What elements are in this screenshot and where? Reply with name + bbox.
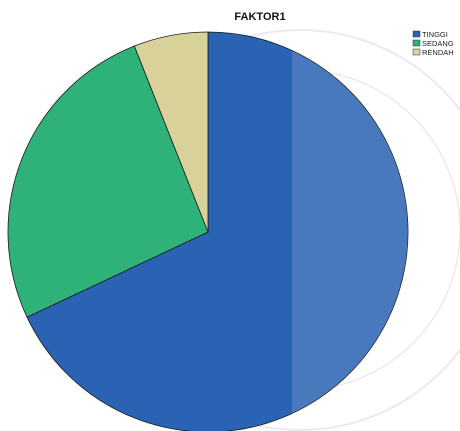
chart-title: FAKTOR1 (234, 11, 285, 23)
shading-band (292, 32, 408, 431)
legend-swatch-sedang (412, 39, 421, 47)
pie-slice-sedang (7, 45, 209, 318)
pie-slice-tinggi (26, 31, 409, 431)
pie-slice-rendah (133, 31, 209, 233)
legend-swatch-tinggi (412, 30, 421, 38)
legend-label-tinggi: TINGGI (422, 30, 448, 39)
legend-swatch-rendah (412, 48, 421, 56)
legend-label-rendah: RENDAH (422, 48, 454, 57)
legend-label-sedang: SEDANG (422, 39, 454, 48)
pie-slices (7, 31, 409, 431)
